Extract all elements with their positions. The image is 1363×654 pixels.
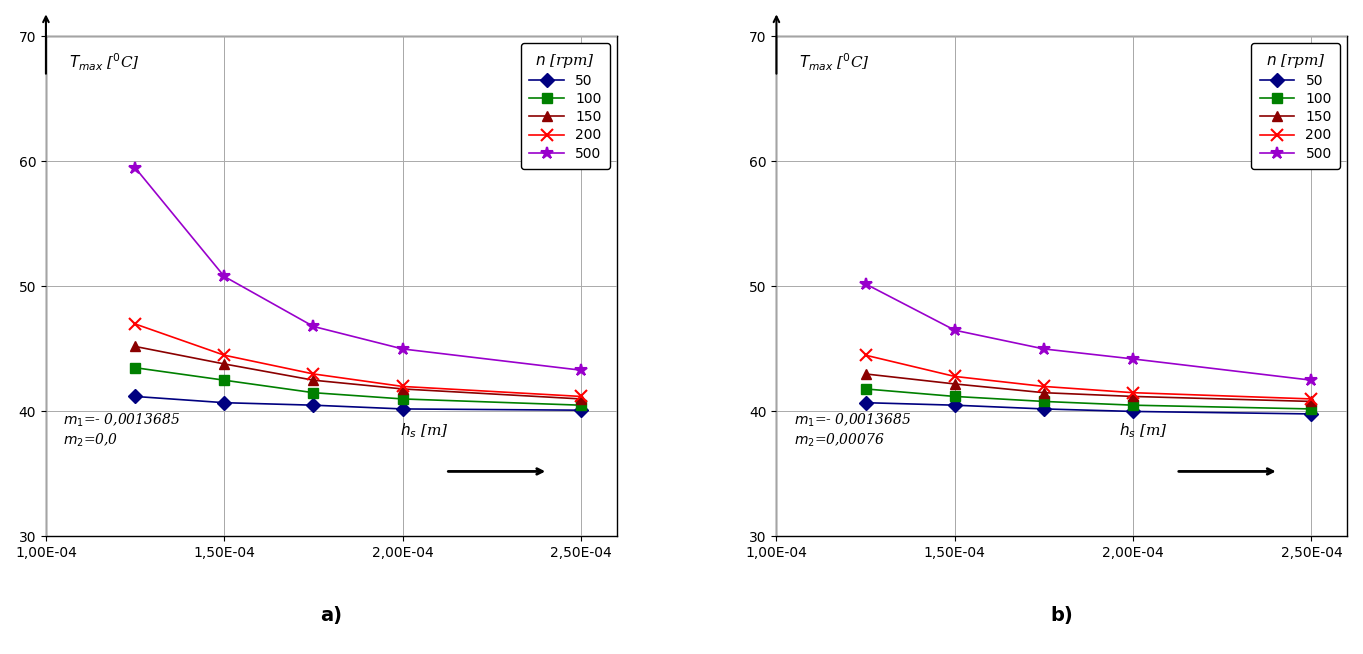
500: [305, 322, 322, 330]
150: [857, 370, 874, 378]
100: [1124, 402, 1141, 409]
50: [1036, 405, 1052, 413]
Line: 500: 500: [859, 278, 1318, 387]
150: [305, 376, 322, 384]
50: [857, 399, 874, 407]
50: [946, 402, 962, 409]
50: [127, 392, 143, 400]
Legend: 50, 100, 150, 200, 500: 50, 100, 150, 200, 500: [521, 43, 609, 169]
Line: 100: 100: [861, 384, 1317, 414]
Text: $T_{max}$ [$^0$C]: $T_{max}$ [$^0$C]: [799, 52, 870, 73]
Line: 50: 50: [131, 392, 586, 415]
200: [127, 320, 143, 328]
150: [946, 380, 962, 388]
500: [394, 345, 410, 353]
500: [857, 280, 874, 288]
200: [1303, 395, 1319, 403]
150: [1036, 388, 1052, 396]
Legend: 50, 100, 150, 200, 500: 50, 100, 150, 200, 500: [1251, 43, 1340, 169]
100: [394, 395, 410, 403]
150: [127, 343, 143, 351]
500: [1303, 376, 1319, 384]
Text: $m_1$=- 0,0013685
$m_2$=0,00076: $m_1$=- 0,0013685 $m_2$=0,00076: [793, 411, 910, 449]
200: [572, 392, 589, 400]
50: [572, 406, 589, 414]
500: [1124, 355, 1141, 363]
150: [1303, 398, 1319, 405]
200: [857, 351, 874, 359]
50: [217, 399, 233, 407]
500: [1036, 345, 1052, 353]
150: [1124, 392, 1141, 400]
Text: $h_s$ [m]: $h_s$ [m]: [1119, 421, 1168, 440]
500: [127, 164, 143, 171]
100: [946, 392, 962, 400]
100: [1036, 398, 1052, 405]
Line: 200: 200: [859, 349, 1318, 405]
Text: $m_1$=- 0,0013685
$m_2$=0,0: $m_1$=- 0,0013685 $m_2$=0,0: [63, 411, 180, 449]
Line: 500: 500: [129, 162, 587, 377]
100: [127, 364, 143, 371]
50: [394, 405, 410, 413]
150: [394, 385, 410, 393]
500: [217, 273, 233, 281]
200: [1124, 388, 1141, 396]
200: [394, 383, 410, 390]
150: [572, 395, 589, 403]
Text: $T_{max}$ [$^0$C]: $T_{max}$ [$^0$C]: [68, 52, 139, 73]
200: [217, 351, 233, 359]
Text: b): b): [1051, 606, 1073, 625]
200: [305, 370, 322, 378]
Line: 150: 150: [861, 369, 1317, 406]
100: [217, 376, 233, 384]
200: [1036, 383, 1052, 390]
500: [946, 326, 962, 334]
100: [305, 388, 322, 396]
Text: $h_s$ [m]: $h_s$ [m]: [399, 421, 448, 440]
100: [857, 385, 874, 393]
Line: 200: 200: [129, 318, 587, 403]
150: [217, 360, 233, 368]
50: [1124, 407, 1141, 415]
100: [1303, 405, 1319, 413]
Line: 50: 50: [861, 398, 1317, 419]
50: [305, 402, 322, 409]
200: [946, 373, 962, 381]
Line: 150: 150: [131, 341, 586, 404]
100: [572, 402, 589, 409]
500: [572, 366, 589, 374]
50: [1303, 410, 1319, 418]
Text: a): a): [320, 606, 342, 625]
Line: 100: 100: [131, 363, 586, 410]
